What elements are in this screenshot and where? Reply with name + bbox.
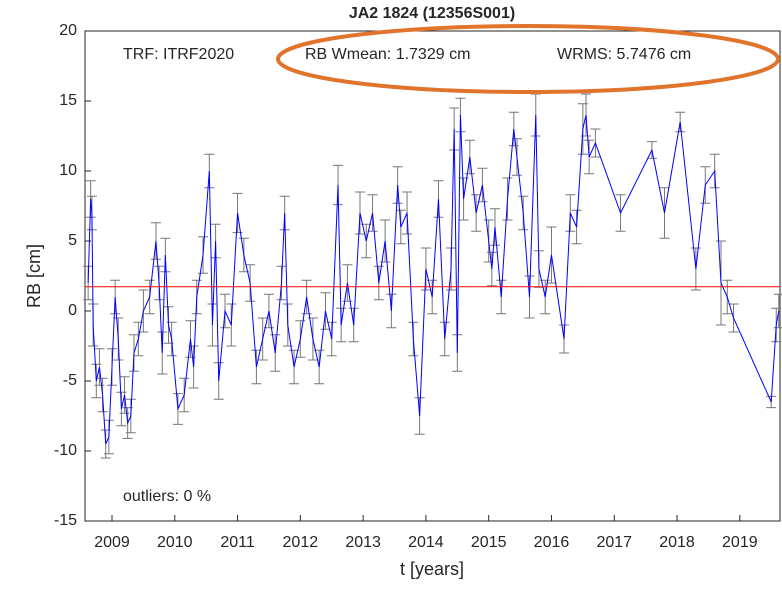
- y-tick-label: 15: [59, 92, 77, 109]
- x-tick-label: 2010: [157, 534, 193, 551]
- chart-title: JA2 1824 (12356S001): [349, 5, 515, 22]
- x-tick-label: 2014: [408, 534, 444, 551]
- annotation: RB Wmean: 1.7329 cm: [305, 46, 470, 63]
- y-tick-label: 5: [68, 232, 77, 249]
- x-tick-label: 2016: [534, 534, 570, 551]
- y-tick-label: 20: [59, 22, 77, 39]
- y-tick-label: -15: [54, 512, 77, 529]
- y-axis-label: RB [cm]: [24, 244, 44, 308]
- x-tick-label: 2017: [596, 534, 632, 551]
- x-tick-label: 2015: [471, 534, 507, 551]
- x-tick-label: 2018: [659, 534, 695, 551]
- y-tick-label: 10: [59, 162, 77, 179]
- annotation: WRMS: 5.7476 cm: [557, 46, 691, 63]
- x-tick-label: 2019: [722, 534, 758, 551]
- annotation: TRF: ITRF2020: [123, 46, 234, 63]
- y-tick-label: -5: [63, 372, 77, 389]
- plot-frame: [84, 30, 781, 522]
- highlight-ellipse: [276, 24, 780, 94]
- x-axis-label: t [years]: [400, 559, 464, 579]
- x-tick-label: 2012: [283, 534, 319, 551]
- x-tick-label: 2009: [94, 534, 130, 551]
- annotation: outliers: 0 %: [123, 488, 211, 505]
- x-tick-label: 2011: [220, 534, 255, 551]
- y-tick-label: -10: [54, 442, 77, 459]
- y-tick-label: 0: [68, 302, 77, 319]
- x-tick-label: 2013: [345, 534, 381, 551]
- series-line: [87, 114, 780, 445]
